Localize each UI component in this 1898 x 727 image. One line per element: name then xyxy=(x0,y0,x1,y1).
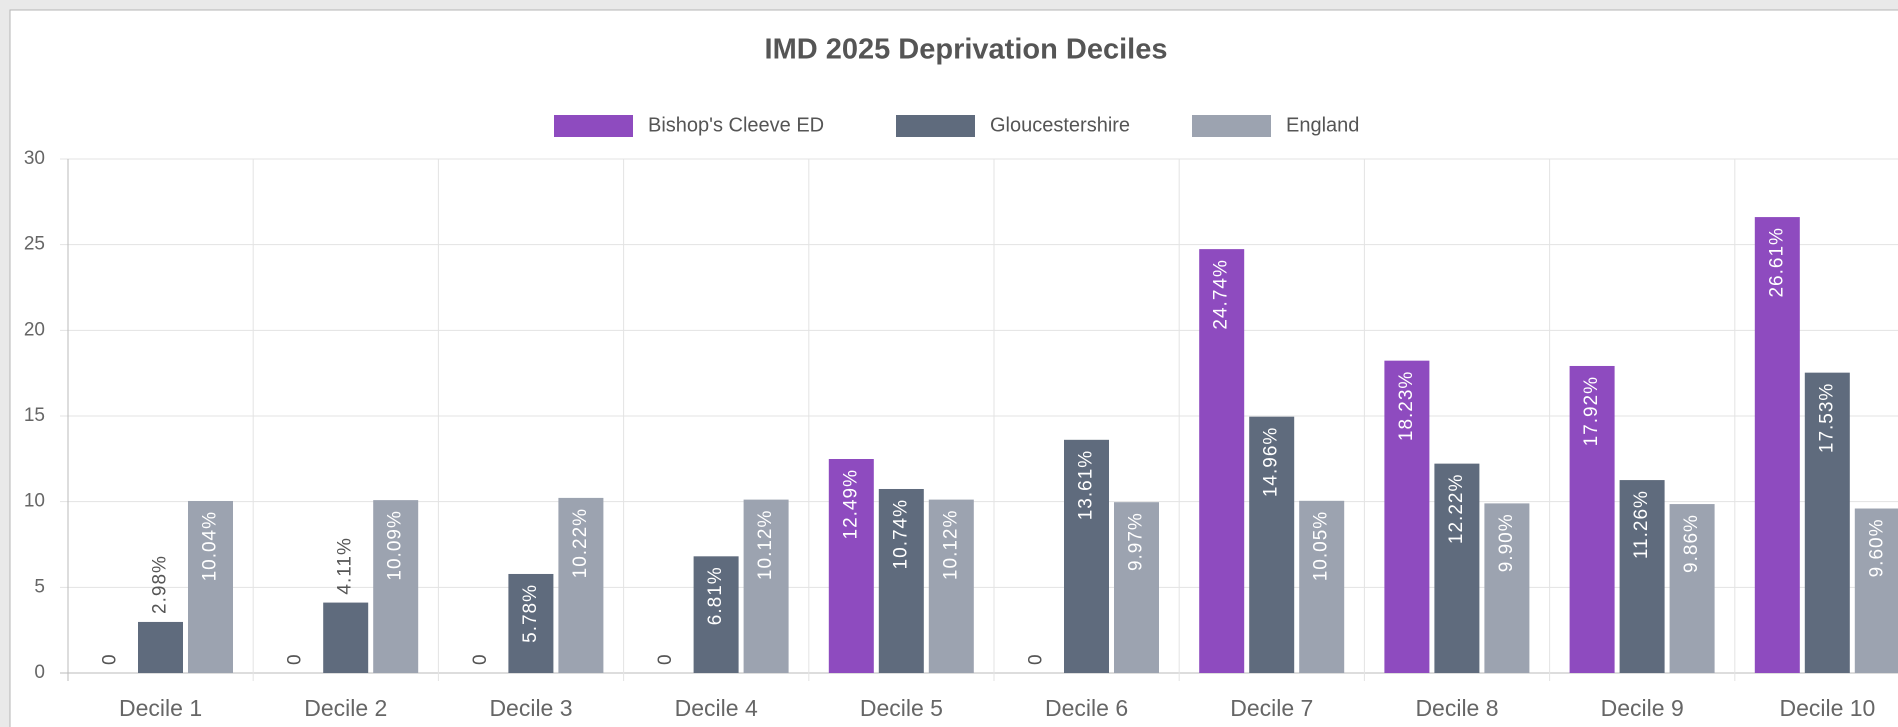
bar xyxy=(1619,480,1665,673)
data-label: 10.09% xyxy=(385,510,406,580)
bar xyxy=(928,499,974,673)
bar xyxy=(1569,365,1615,673)
data-label: 14.96% xyxy=(1261,427,1282,497)
data-label: 10.74% xyxy=(890,499,911,569)
bar xyxy=(1384,360,1430,673)
legend-label: Bishop's Cleeve ED xyxy=(648,114,824,136)
data-label: 17.53% xyxy=(1816,383,1837,453)
x-tick-label: Decile 3 xyxy=(489,695,572,721)
legend-swatch xyxy=(1192,115,1271,137)
data-label: 9.90% xyxy=(1496,513,1517,572)
data-label: 0 xyxy=(655,653,676,665)
bar xyxy=(373,500,419,673)
legend-label: Gloucestershire xyxy=(990,114,1130,136)
bar xyxy=(508,573,554,673)
y-tick-label: 30 xyxy=(24,148,45,169)
bar xyxy=(1434,463,1480,673)
bar xyxy=(1249,416,1295,673)
x-tick-label: Decile 5 xyxy=(860,695,943,721)
y-tick-label: 15 xyxy=(24,405,45,426)
data-label: 24.74% xyxy=(1211,259,1232,329)
x-tick-label: Decile 10 xyxy=(1779,695,1875,721)
data-label: 11.26% xyxy=(1631,490,1652,559)
data-label: 9.60% xyxy=(1866,519,1887,578)
bar xyxy=(323,602,369,673)
data-label: 9.86% xyxy=(1681,514,1702,573)
data-label: 10.04% xyxy=(200,511,221,581)
legend-label: England xyxy=(1286,114,1359,136)
bar xyxy=(1854,508,1898,673)
bar xyxy=(188,500,233,673)
data-label: 10.22% xyxy=(570,508,591,578)
bar xyxy=(138,621,183,673)
y-tick-label: 5 xyxy=(34,576,45,597)
data-label: 10.12% xyxy=(940,510,961,580)
bar xyxy=(743,499,789,673)
y-tick-label: 20 xyxy=(24,319,45,340)
x-tick-label: Decile 1 xyxy=(119,695,202,721)
data-label: 4.11% xyxy=(335,537,356,594)
data-label: 18.23% xyxy=(1396,371,1417,441)
data-label: 12.22% xyxy=(1446,474,1467,544)
data-label: 0 xyxy=(100,653,121,665)
bar xyxy=(1064,439,1109,673)
x-tick-label: Decile 4 xyxy=(675,695,758,721)
bar xyxy=(878,488,924,673)
data-label: 0 xyxy=(470,653,491,665)
x-tick-label: Decile 7 xyxy=(1230,695,1313,721)
chart-title: IMD 2025 Deprivation Deciles xyxy=(765,34,1168,66)
data-label: 9.97% xyxy=(1126,512,1147,571)
bar xyxy=(1299,500,1345,673)
bar xyxy=(1114,502,1159,673)
bar xyxy=(693,556,739,673)
data-label: 10.12% xyxy=(755,510,776,580)
bar xyxy=(1669,504,1715,673)
bar xyxy=(1199,249,1245,673)
bar xyxy=(558,497,604,673)
data-label: 2.98% xyxy=(150,555,171,614)
data-label: 6.81% xyxy=(705,566,726,625)
bar xyxy=(1804,372,1850,673)
x-tick-label: Decile 9 xyxy=(1601,695,1684,721)
data-label: 26.61% xyxy=(1766,227,1787,297)
x-tick-label: Decile 2 xyxy=(304,695,387,721)
bar xyxy=(1484,503,1530,673)
x-tick-label: Decile 6 xyxy=(1045,695,1128,721)
y-tick-label: 10 xyxy=(24,491,45,512)
data-label: 5.78% xyxy=(520,584,541,643)
y-tick-label: 0 xyxy=(34,662,45,683)
data-label: 0 xyxy=(1026,653,1047,665)
x-tick-label: Decile 8 xyxy=(1415,695,1498,721)
data-label: 10.05% xyxy=(1311,511,1332,581)
bar xyxy=(828,459,874,673)
data-label: 13.61% xyxy=(1076,450,1097,520)
y-tick-label: 25 xyxy=(24,234,45,255)
data-label: 0 xyxy=(285,653,306,665)
data-label: 17.92% xyxy=(1581,376,1602,446)
legend-swatch xyxy=(896,115,975,137)
legend-swatch xyxy=(554,115,633,137)
bar xyxy=(1754,217,1800,673)
data-label: 12.49% xyxy=(840,469,861,539)
